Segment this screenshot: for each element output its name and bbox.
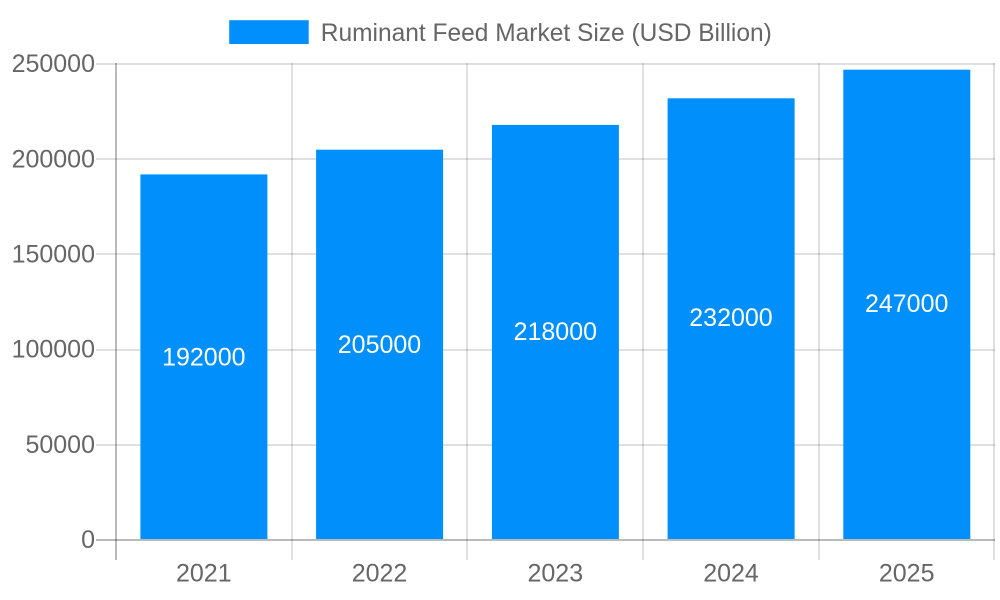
svg-text:2024: 2024 (703, 560, 759, 588)
svg-text:2021: 2021 (176, 560, 232, 588)
svg-text:218000: 218000 (514, 318, 597, 346)
svg-text:205000: 205000 (338, 331, 421, 359)
svg-text:2023: 2023 (527, 560, 583, 588)
svg-text:50000: 50000 (25, 431, 95, 459)
svg-text:200000: 200000 (12, 145, 95, 173)
svg-text:247000: 247000 (865, 290, 948, 318)
svg-text:232000: 232000 (689, 304, 772, 332)
svg-text:2025: 2025 (879, 560, 935, 588)
svg-text:0: 0 (81, 526, 95, 554)
svg-text:100000: 100000 (12, 336, 95, 364)
svg-text:250000: 250000 (12, 50, 95, 78)
svg-text:192000: 192000 (162, 344, 245, 372)
svg-text:2022: 2022 (352, 560, 408, 588)
svg-text:Ruminant Feed Market Size (USD: Ruminant Feed Market Size (USD Billion) (321, 19, 772, 47)
svg-text:150000: 150000 (12, 241, 95, 269)
